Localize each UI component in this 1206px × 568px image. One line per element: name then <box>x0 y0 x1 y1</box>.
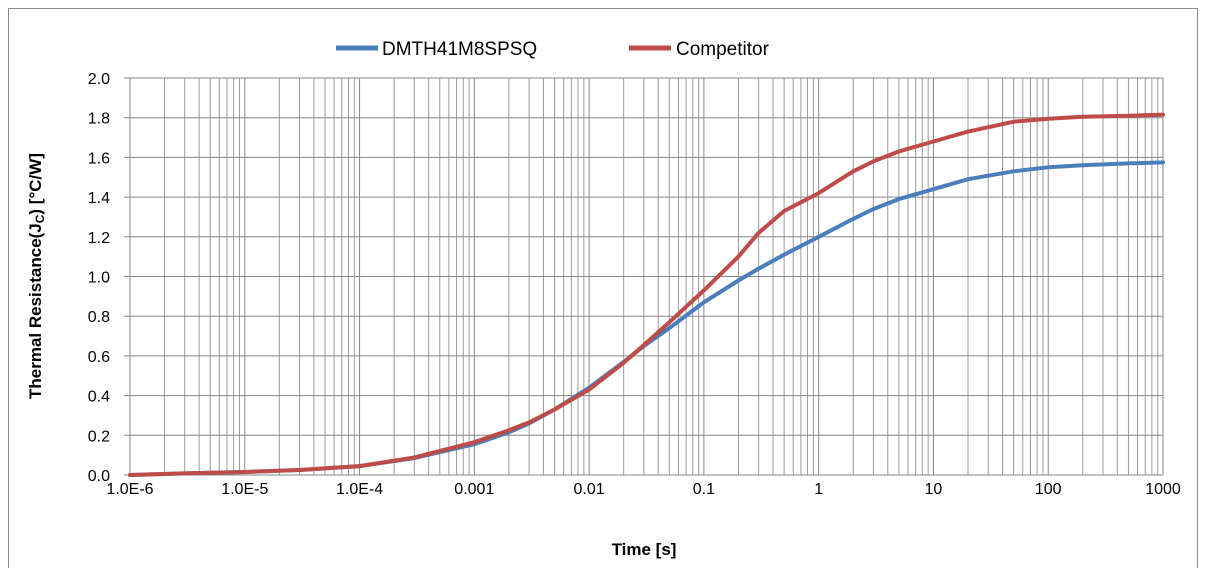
y-axis-title-main: Thermal Resistance(J <box>26 223 45 399</box>
grid <box>124 77 1164 476</box>
legend: DMTH41M8SPSQ Competitor <box>336 39 770 60</box>
y-tick-label: 0.6 <box>88 349 110 366</box>
y-tick-label: 0.4 <box>88 389 110 406</box>
x-tick-label: 1.0E-6 <box>106 481 153 498</box>
x-tick-label: 100 <box>1035 481 1062 498</box>
series-lines <box>128 112 1165 477</box>
x-tick-labels: 1.0E-6 1.0E-5 1.0E-4 0.001 0.01 0.1 1 10 100 1000 <box>106 481 1180 498</box>
y-tick-label: 0.0 <box>88 468 110 485</box>
x-tick-label: 1 <box>814 481 823 498</box>
legend-label-dmth41m8spsq: DMTH41M8SPSQ <box>382 39 537 60</box>
x-axis-title: Time [s] <box>612 540 677 559</box>
chart-frame <box>8 8 1198 568</box>
x-tick-label: 1.0E-4 <box>336 481 383 498</box>
x-tick-label: 1000 <box>1145 481 1181 498</box>
y-tick-label: 1.6 <box>88 150 110 167</box>
series-line-dmth41m8spsq <box>128 160 1165 477</box>
y-tick-label: 2.0 <box>88 71 110 88</box>
y-tick-label: 0.8 <box>88 309 110 326</box>
x-tick-label: 1.0E-5 <box>221 481 268 498</box>
series-line-competitor <box>128 112 1165 477</box>
y-tick-label: 1.8 <box>88 111 110 128</box>
y-axis-title: Thermal Resistance(JC) [°C/W] <box>26 153 47 399</box>
y-tick-label: 0.2 <box>88 428 110 445</box>
y-tick-label: 1.0 <box>88 270 110 287</box>
y-axis-title-suffix: ) [°C/W] <box>26 153 45 215</box>
y-tick-label: 1.2 <box>88 230 110 247</box>
x-tick-label: 0.01 <box>574 481 605 498</box>
y-tick-labels: 0.0 0.2 0.4 0.6 0.8 1.0 1.2 1.4 1.6 1.8 2.0 <box>88 71 110 485</box>
legend-label-competitor: Competitor <box>676 39 770 60</box>
x-tick-label: 0.001 <box>454 481 494 498</box>
y-tick-label: 1.4 <box>88 190 110 207</box>
y-axis-title-subscript: C <box>33 214 47 223</box>
x-tick-label: 0.1 <box>693 481 715 498</box>
x-tick-label: 10 <box>925 481 943 498</box>
